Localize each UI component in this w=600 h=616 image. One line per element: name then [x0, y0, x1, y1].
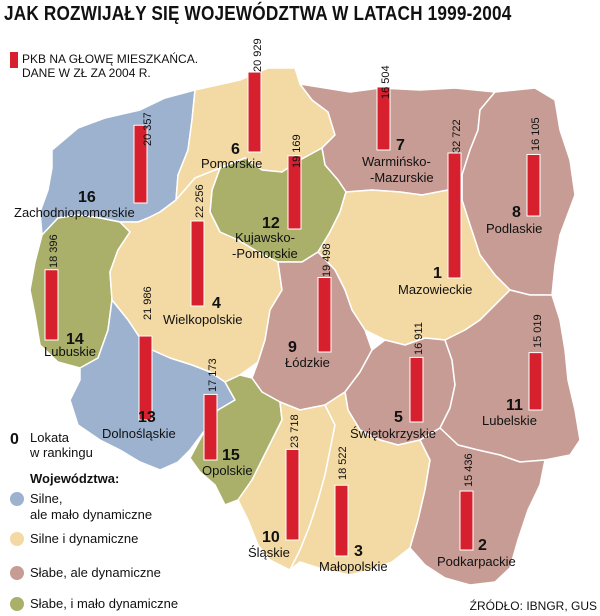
value-label-warminsko-mazurskie: 16 504	[380, 65, 392, 99]
legend-slabe-malo: Słabe, i mało dynamiczne	[30, 596, 178, 611]
name-mazowieckie: Mazowieckie	[398, 282, 472, 297]
value-label-dolnoslaskie: 21 986	[142, 286, 154, 320]
name-pomorskie: Pomorskie	[201, 156, 262, 171]
value-label-malopolskie: 18 522	[337, 446, 349, 480]
rank-lubelskie: 11	[506, 397, 523, 414]
region-podkarpackie	[409, 427, 546, 586]
value-label-lubuskie: 18 396	[48, 234, 60, 268]
bar-pomorskie	[247, 71, 262, 153]
name-kujawsko-pomorskie-1: Kujawsko-	[235, 230, 295, 245]
bar-podlaskie	[526, 153, 541, 217]
rank-podkarpackie: 2	[478, 537, 487, 554]
legend-swatch-slabe-malo	[10, 597, 24, 611]
legend-silne-malo-2: ale mało dynamiczne	[30, 507, 152, 522]
name-lubelskie: Lubelskie	[482, 413, 537, 428]
rank-warminsko-mazurskie: 7	[396, 137, 405, 154]
rank-kujawsko-pomorskie: 12	[262, 215, 280, 232]
value-label-slaskie: 23 718	[289, 414, 301, 448]
rank-mazowieckie: 1	[433, 265, 442, 282]
value-label-kujawsko-pomorskie: 19 169	[291, 134, 303, 168]
bar-zachodniopomorskie	[133, 124, 148, 204]
legend-bar-swatch	[10, 52, 18, 68]
name-warminsko-mazurskie-1: Warmińsko-	[362, 154, 431, 169]
value-label-lubelskie: 15 019	[532, 314, 544, 348]
name-lodzkie: Łódzkie	[285, 355, 330, 370]
name-kujawsko-pomorskie-2: -Pomorskie	[232, 246, 298, 261]
value-label-opolskie: 17 173	[207, 358, 219, 392]
rank-opolskie: 15	[222, 447, 240, 464]
rank-zachodniopomorskie: 16	[78, 189, 96, 206]
rank-dolnoslaskie: 13	[138, 409, 156, 426]
bar-lodzkie	[317, 277, 332, 353]
legend-swatch-slabe-dyn	[10, 566, 24, 580]
legend-slabe-dyn: Słabe, ale dynamiczne	[30, 565, 161, 580]
rank-podlaskie: 8	[512, 204, 521, 221]
source-note: ŹRÓDŁO: IBNGR, GUS	[470, 598, 597, 613]
region-lubelskie	[439, 289, 581, 463]
bar-lubuskie	[44, 269, 59, 341]
bar-opolskie	[203, 393, 218, 461]
value-label-podkarpackie: 15 436	[463, 453, 475, 487]
name-podlaskie: Podlaskie	[486, 221, 542, 236]
rank-lodzkie: 9	[288, 339, 297, 356]
legend: PKB NA GŁOWĘ MIESZKAŃCA. DANE W ZŁ ZA 20…	[10, 51, 198, 611]
legend-rank-symbol: 0	[10, 431, 19, 448]
name-opolskie: Opolskie	[202, 463, 253, 478]
value-label-wielkopolskie: 22 256	[194, 184, 206, 218]
rank-wielkopolskie: 4	[212, 295, 221, 312]
name-dolnoslaskie: Dolnośląskie	[102, 426, 176, 441]
region-malopolskie	[289, 391, 431, 576]
bar-kujawsko	[287, 155, 302, 230]
legend-rank-label-2: w rankingu	[29, 445, 93, 460]
rank-malopolskie: 3	[354, 543, 363, 560]
legend-silne-dyn: Silne i dynamiczne	[30, 531, 138, 546]
name-lubuskie: Lubuskie	[44, 344, 96, 359]
legend-swatch-silne-malo	[10, 492, 24, 506]
legend-bar-label-1: PKB NA GŁOWĘ MIESZKAŃCA.	[22, 51, 198, 66]
bar-malopolskie	[334, 484, 349, 557]
legend-rank-label-1: Lokata	[30, 430, 70, 445]
name-zachodniopomorskie: Zachodniopomorskie	[14, 205, 135, 220]
map-title: JAK ROZWIJAŁY SIĘ WOJEWÓDZTWA W LATACH 1…	[4, 3, 512, 25]
bar-wielkopolskie	[190, 220, 205, 307]
rank-pomorskie: 6	[231, 141, 240, 158]
bar-dolnoslaskie	[138, 335, 153, 421]
bar-warminsko	[376, 86, 391, 151]
value-label-mazowieckie: 32 722	[451, 119, 463, 153]
name-warminsko-mazurskie-2: -Mazurskie	[370, 170, 434, 185]
bar-podkarpackie	[459, 490, 474, 551]
bar-lubelskie	[528, 352, 543, 411]
bar-slaskie	[285, 448, 300, 541]
rank-slaskie: 10	[262, 529, 280, 546]
name-swietokrzyskie: Świętokrzyskie	[350, 426, 436, 441]
value-label-pomorskie: 20 929	[252, 38, 264, 72]
rank-swietokrzyskie: 5	[394, 409, 403, 426]
name-podkarpackie: Podkarpackie	[437, 554, 516, 569]
legend-silne-malo-1: Silne,	[30, 491, 63, 506]
rank-lubuskie: 14	[66, 331, 84, 348]
name-slaskie: Śląskie	[248, 545, 290, 560]
legend-heading: Województwa:	[30, 471, 119, 486]
legend-bar-label-2: DANE W ZŁ ZA 2004 R.	[22, 66, 151, 80]
value-label-podlaskie: 16 105	[530, 117, 542, 151]
legend-swatch-silne-dyn	[10, 532, 24, 546]
bar-mazowieckie	[447, 152, 462, 279]
name-malopolskie: Małopolskie	[319, 559, 388, 574]
value-label-lodzkie: 19 498	[321, 243, 333, 277]
value-label-zachodniopomorskie: 20 357	[142, 112, 154, 146]
bar-swietokrzyskie	[409, 356, 424, 423]
name-wielkopolskie: Wielkopolskie	[163, 312, 242, 327]
value-label-swietokrzyskie: 16 911	[413, 322, 425, 355]
